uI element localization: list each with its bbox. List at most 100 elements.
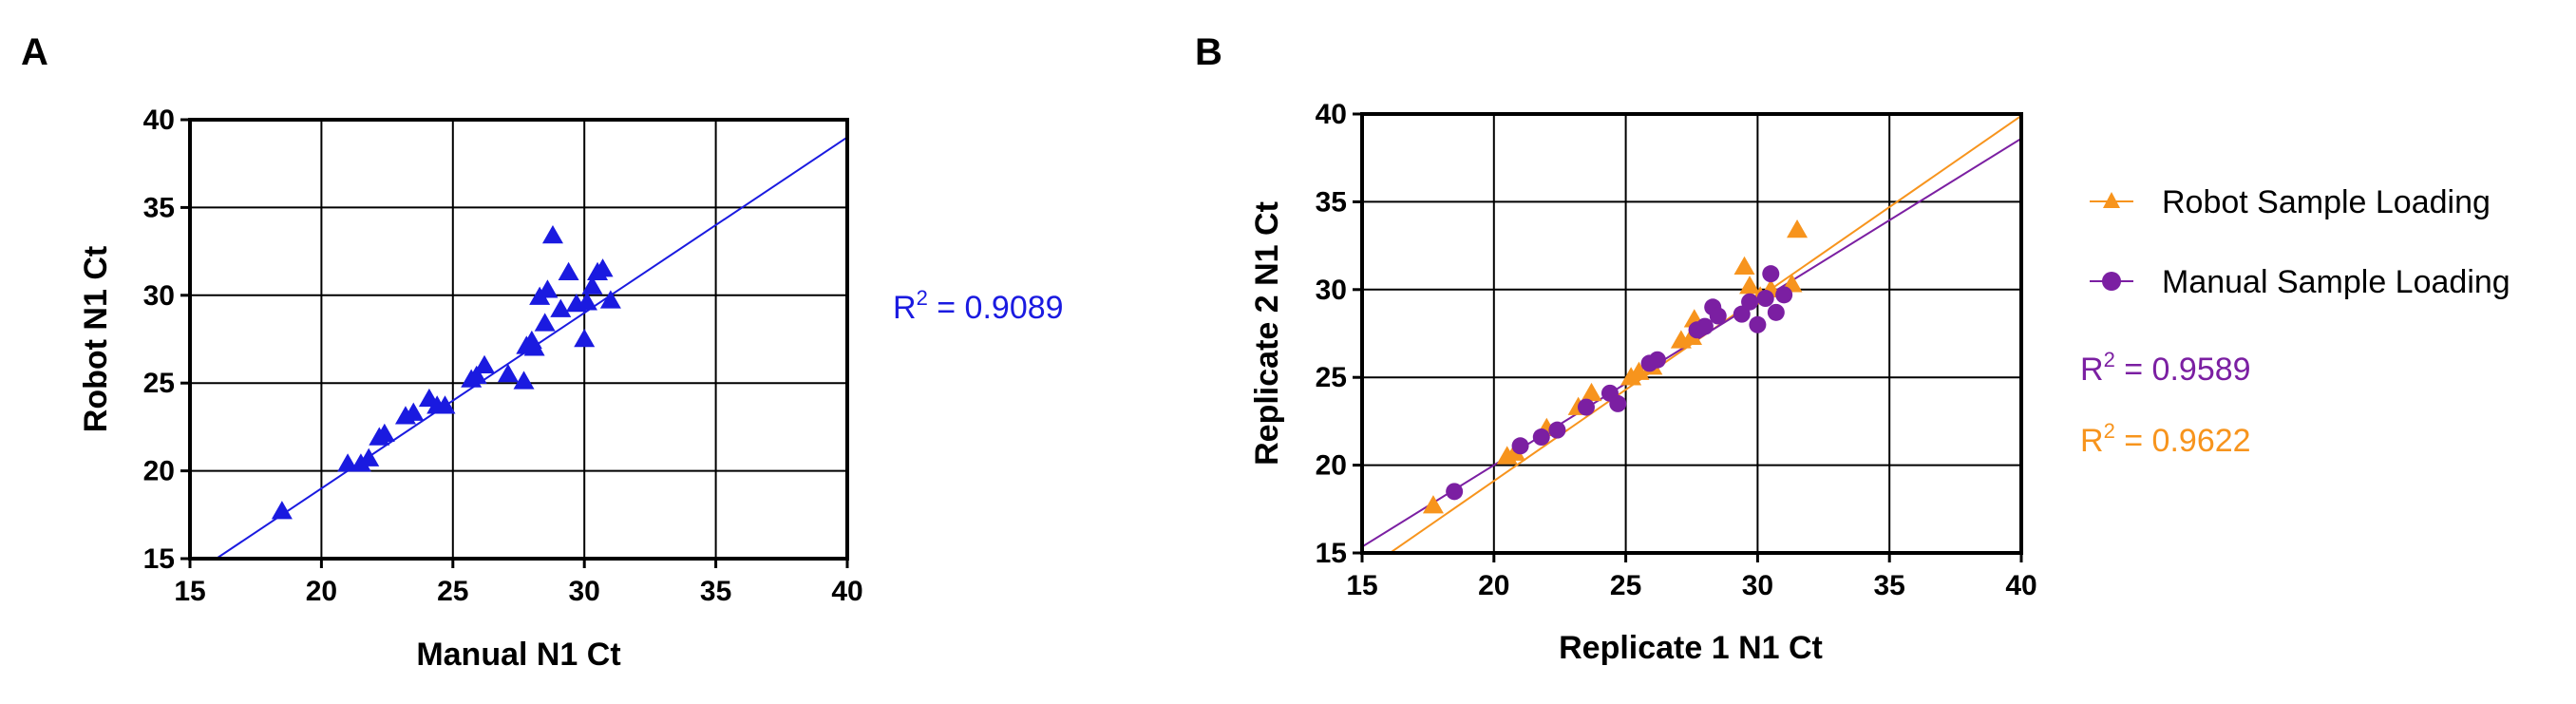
panel-a-x-tick-label: 20: [306, 576, 337, 607]
panel-a-point-triangle: [576, 292, 597, 311]
panel-a-y-tick-label: 15: [143, 543, 175, 575]
panel-a-y-tick-label: 20: [143, 456, 175, 487]
panel-b-x-tick-label: 15: [1346, 570, 1377, 601]
panel-b-y-tick-label: 30: [1316, 275, 1347, 306]
panel-a-r2-superscript: 2: [917, 286, 928, 310]
panel-a-tick-labels: 15 20 25 30 35 40 15 20 25 30 35 40: [143, 105, 863, 607]
panel-a-point-triangle: [403, 402, 425, 421]
panel-a-point-triangle: [523, 337, 545, 356]
panel-b-point-triangle: [1739, 276, 1761, 295]
panel-a-y-tick-label: 40: [143, 105, 175, 136]
panel-b-y-tick-label: 40: [1316, 99, 1347, 130]
panel-b-x-tick-label: 35: [1874, 570, 1905, 601]
panel-b-point-circle: [1775, 286, 1793, 304]
panel-a-y-axis-title: Robot N1 Ct: [78, 246, 114, 432]
panel-a-point-triangle: [534, 313, 556, 332]
panel-b-r2-robot-value: = 0.9622: [2115, 423, 2251, 459]
panel-b-point-triangle: [1628, 361, 1650, 380]
panel-b-point-circle: [1609, 394, 1627, 412]
panel-a-point-triangle: [599, 290, 621, 309]
panel-b-r2-manual-symbol: R: [2080, 352, 2104, 388]
panel-b-y-tick-label: 35: [1316, 186, 1347, 218]
panel-b-point-circle: [1446, 483, 1464, 501]
panel-b-point-circle: [1511, 437, 1529, 455]
panel-a-grid: [180, 118, 849, 568]
panel-a-x-tick-label: 15: [174, 576, 205, 607]
panel-a-point-triangle: [497, 363, 519, 383]
panel-a-x-tick-label: 30: [569, 576, 600, 607]
panel-a-r2-symbol: R: [893, 290, 917, 326]
panel-b-r2-manual-value: = 0.9589: [2115, 352, 2251, 388]
panel-b-y-tick-label: 15: [1316, 538, 1347, 569]
panel-b-point-circle: [1648, 351, 1666, 369]
panel-a-point-triangle: [465, 365, 487, 385]
panel-b-r2-robot: R2 = 0.9622: [2080, 419, 2251, 459]
panel-letter-b: B: [1195, 31, 1222, 73]
panel-a-y-tick-label: 30: [143, 280, 175, 312]
panel-b-point-circle: [1741, 293, 1759, 311]
panel-b-r2-manual: R2 = 0.9589: [2080, 348, 2251, 388]
panel-a-points: [271, 224, 621, 520]
panel-a-x-tick-label: 35: [700, 576, 731, 607]
panel-b-point-triangle: [1581, 382, 1602, 402]
panel-b-point-circle: [1709, 307, 1727, 325]
panel-b-point-triangle: [1422, 495, 1444, 514]
panel-a-x-axis-title: Manual N1 Ct: [416, 637, 620, 673]
panel-letter-a: A: [21, 31, 48, 73]
panel-b-plot-frame: [1360, 112, 2023, 555]
panel-b-x-axis-title: Replicate 1 N1 Ct: [1559, 630, 1823, 666]
panel-a-r2-annotation: R2 = 0.9089: [893, 286, 1064, 326]
panel-b-r2-robot-symbol: R: [2080, 423, 2104, 459]
panel-a-point-triangle: [592, 258, 614, 277]
legend-manual-label: Manual Sample Loading: [2162, 264, 2510, 300]
panel-a-point-triangle: [474, 354, 496, 373]
panel-a-y-tick-label: 35: [143, 192, 175, 223]
panel-b-point-circle: [1762, 265, 1780, 283]
panel-a-point-triangle: [541, 224, 563, 244]
panel-b-point-circle: [1733, 305, 1751, 323]
panel-b-point-circle: [1756, 290, 1774, 308]
panel-b-r2-manual-superscript: 2: [2104, 348, 2115, 371]
panel-a-point-triangle: [337, 453, 359, 472]
panel-b-point-triangle: [1733, 256, 1755, 276]
panel-b-y-axis-title: Replicate 2 N1 Ct: [1249, 201, 1285, 466]
panel-a-point-triangle: [358, 447, 380, 466]
panel-b-point-circle: [1767, 303, 1785, 321]
panel-a-y-tick-label: 25: [143, 368, 175, 399]
panel-a-point-triangle: [581, 276, 603, 295]
panel-b-points: [1422, 219, 1809, 514]
panel-a-r2-value: = 0.9089: [928, 290, 1064, 326]
panel-b-x-tick-label: 40: [2005, 570, 2036, 601]
panel-a-point-triangle: [574, 329, 596, 348]
panel-a-x-tick-label: 40: [831, 576, 862, 607]
panel-a-point-triangle: [537, 279, 559, 298]
panel-b-point-circle: [1695, 317, 1714, 335]
panel-a-point-triangle: [513, 371, 535, 390]
panel-b-legend: Robot Sample Loading Manual Sample Loadi…: [2090, 184, 2510, 300]
panel-b-r2-robot-superscript: 2: [2104, 419, 2115, 443]
panel-b-point-circle: [1749, 315, 1767, 333]
panel-b-x-tick-label: 20: [1478, 570, 1509, 601]
panel-a-point-triangle: [434, 395, 456, 414]
panel-b: B 15 20 25 30 35 40 15 20 25 30 35 40 Replicate 1 N…: [1195, 31, 2510, 666]
panel-b-point-circle: [1532, 428, 1550, 447]
panel-a-fit-lines: [214, 136, 847, 559]
legend-circle-icon: [2102, 272, 2121, 291]
panel-a-plot-frame: [188, 118, 849, 561]
panel-a-x-tick-label: 25: [437, 576, 468, 607]
panel-b-point-circle: [1548, 421, 1566, 439]
panel-a-point-triangle: [550, 298, 572, 317]
panel-b-tick-labels: 15 20 25 30 35 40 15 20 25 30 35 40: [1316, 99, 2037, 601]
panel-b-y-tick-label: 25: [1316, 362, 1347, 393]
panel-b-x-tick-label: 30: [1742, 570, 1773, 601]
panel-a-point-triangle: [558, 261, 579, 281]
panel-b-y-tick-label: 20: [1316, 450, 1347, 482]
panel-b-x-tick-label: 25: [1610, 570, 1641, 601]
legend-triangle-icon: [2103, 192, 2120, 208]
panel-b-point-circle: [1577, 398, 1595, 416]
legend-item-manual: Manual Sample Loading: [2090, 264, 2510, 300]
legend-item-robot: Robot Sample Loading: [2090, 184, 2491, 220]
panel-b-point-triangle: [1787, 219, 1809, 238]
